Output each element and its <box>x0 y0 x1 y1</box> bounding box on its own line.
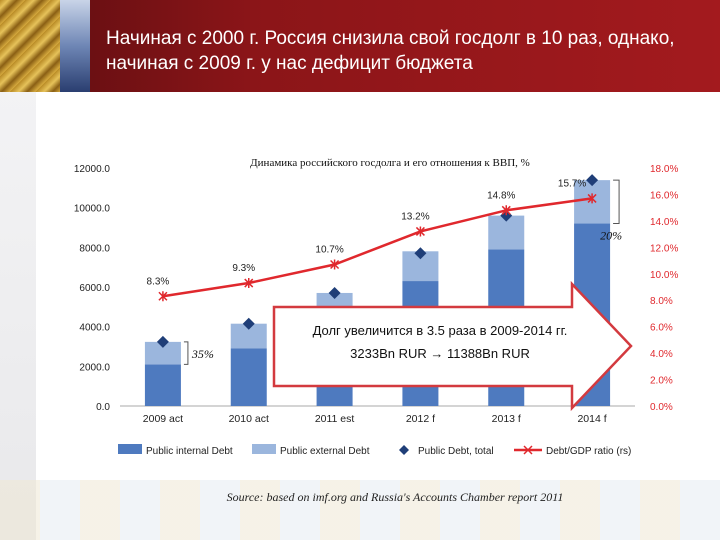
left-decoration <box>0 92 36 540</box>
slide-title: Начиная с 2000 г. Россия снизила свой го… <box>106 28 675 74</box>
y-tick-label: 4000.0 <box>79 323 110 334</box>
y2-tick-label: 0.0% <box>650 402 673 413</box>
y-tick-label: 12000.0 <box>74 164 111 175</box>
y2-tick-label: 4.0% <box>650 349 673 360</box>
y2-tick-label: 16.0% <box>650 190 678 201</box>
title-banner <box>0 0 720 92</box>
y-tick-label: 2000.0 <box>79 362 110 373</box>
legend-label: Debt/GDP ratio (rs) <box>546 446 631 457</box>
debt-gdp-label: 8.3% <box>147 276 170 287</box>
y-tick-label: 6000.0 <box>79 283 110 294</box>
debt-gdp-point <box>330 259 340 270</box>
source-note: Source: based on imf.org and Russia's Ac… <box>226 490 564 504</box>
debt-gdp-point <box>244 278 254 289</box>
x-tick-label: 2012 f <box>406 413 435 425</box>
x-tick-label: 2014 f <box>577 413 606 425</box>
debt-gdp-label: 9.3% <box>232 263 255 274</box>
total-debt-marker <box>586 174 599 187</box>
total-debt-marker <box>328 286 341 299</box>
y2-tick-label: 2.0% <box>650 376 673 387</box>
debt-gdp-label: 15.7% <box>558 178 586 189</box>
chart-title: Динамика российского госдолга и его отно… <box>250 157 530 169</box>
legend-label: Public external Debt <box>280 446 370 457</box>
legend-swatch-ratio-marker <box>523 445 533 455</box>
legend-label: Public internal Debt <box>146 446 233 457</box>
x-tick-label: 2009 act <box>143 413 183 425</box>
total-debt-marker <box>242 317 255 330</box>
y2-tick-label: 10.0% <box>650 270 678 281</box>
debt-gdp-label: 13.2% <box>401 211 429 222</box>
total-debt-marker <box>156 335 169 348</box>
y-tick-label: 10000.0 <box>74 204 111 215</box>
y2-tick-label: 18.0% <box>650 164 678 175</box>
debt-gdp-label: 10.7% <box>315 245 343 256</box>
bar-internal-debt <box>230 348 267 406</box>
bar-internal-debt <box>144 364 181 406</box>
bracket-2014 <box>613 179 620 225</box>
y-tick-label: 8000.0 <box>79 243 110 254</box>
legend-swatch-external <box>252 444 276 454</box>
debt-gdp-point <box>501 205 511 216</box>
y2-tick-label: 6.0% <box>650 323 673 334</box>
bracket-2009 <box>183 341 189 365</box>
bracket-2014-label: 20% <box>600 229 622 243</box>
bottom-decoration <box>0 480 720 540</box>
legend-label: Public Debt, total <box>418 446 494 457</box>
y-tick-label: 0.0 <box>96 402 110 413</box>
debt-gdp-point <box>415 226 425 237</box>
y2-tick-label: 12.0% <box>650 243 678 254</box>
debt-gdp-line <box>162 197 593 298</box>
x-tick-label: 2010 act <box>229 413 269 425</box>
y2-tick-label: 8.0% <box>650 296 673 307</box>
callout-arrow <box>272 280 633 412</box>
callout-line-2: 3233Bn RUR → 11388Bn RUR <box>350 346 530 361</box>
legend-swatch-total <box>399 445 409 455</box>
y2-tick-label: 14.0% <box>650 217 678 228</box>
debt-gdp-label: 14.8% <box>487 190 515 201</box>
total-debt-marker <box>414 247 427 260</box>
callout-line-1: Долг увеличится в 3.5 раза в 2009-2014 г… <box>313 323 568 338</box>
building-image <box>60 0 90 92</box>
bracket-2009-label: 35% <box>191 347 214 361</box>
legend-swatch-internal <box>118 444 142 454</box>
bar-external-debt <box>144 341 181 365</box>
debt-gdp-point <box>158 291 168 302</box>
x-tick-label: 2011 est <box>315 413 355 425</box>
x-tick-label: 2013 f <box>492 413 521 425</box>
debt-gdp-point <box>587 193 597 204</box>
